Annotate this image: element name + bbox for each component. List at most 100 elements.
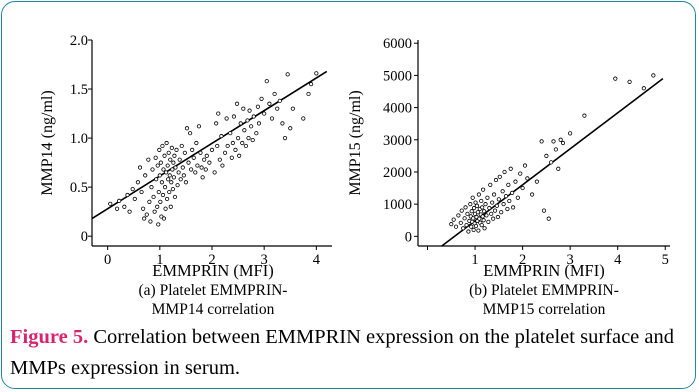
data-point — [195, 163, 200, 168]
data-point — [165, 163, 170, 168]
data-point — [177, 157, 182, 162]
data-point — [568, 131, 573, 136]
data-point — [461, 226, 466, 231]
data-point — [228, 131, 233, 136]
data-point — [219, 134, 224, 139]
data-point — [464, 222, 469, 228]
data-point — [486, 219, 491, 224]
data-point — [255, 104, 261, 109]
data-point — [285, 72, 290, 77]
data-point — [505, 206, 510, 212]
data-point — [214, 121, 219, 126]
data-point — [481, 218, 486, 223]
data-point — [222, 150, 228, 155]
data-point — [207, 160, 212, 165]
data-point — [544, 153, 549, 158]
data-point — [137, 165, 143, 170]
data-point — [479, 198, 484, 204]
data-point — [513, 179, 518, 184]
data-point — [469, 224, 474, 229]
y-tick-label: 3000 — [383, 133, 412, 149]
data-point — [582, 113, 587, 118]
data-point — [254, 131, 259, 136]
data-point — [641, 86, 646, 91]
data-point — [156, 189, 161, 195]
data-point — [172, 153, 177, 158]
data-point — [186, 160, 191, 165]
data-point — [496, 197, 501, 202]
data-point — [233, 147, 238, 152]
data-point — [518, 171, 523, 176]
data-point — [471, 227, 476, 233]
data-point — [224, 116, 229, 121]
data-point — [489, 211, 494, 216]
data-point — [176, 170, 181, 175]
data-point — [149, 185, 154, 190]
x-tick-label: 2 — [208, 252, 215, 268]
data-point — [247, 108, 252, 113]
data-point — [203, 167, 208, 172]
data-point — [476, 228, 481, 233]
y-tick-label: 0 — [81, 229, 88, 245]
chart-b-mmp15: 0 1000 2000 3000 4000 5000 6000 1 2 3 4 5 MMP15 (ng/… — [347, 36, 670, 318]
figure-caption-text: Correlation between EMMPRIN expression o… — [10, 326, 674, 379]
data-point — [216, 111, 221, 116]
data-point — [541, 208, 547, 213]
data-point — [508, 166, 513, 171]
data-point — [125, 192, 130, 198]
data-point — [161, 216, 167, 221]
data-point — [155, 163, 160, 168]
data-point — [456, 213, 461, 218]
data-point — [132, 196, 137, 202]
data-point — [482, 226, 487, 231]
data-point — [158, 199, 163, 204]
data-point — [166, 150, 171, 155]
x-tick-label: 5 — [662, 252, 669, 268]
data-point — [229, 155, 234, 160]
data-point — [245, 118, 250, 123]
data-point — [200, 175, 205, 180]
data-point — [234, 101, 240, 106]
data-point — [148, 219, 153, 224]
data-point — [187, 131, 193, 136]
data-point — [499, 210, 504, 215]
data-point — [469, 209, 474, 214]
data-point — [250, 137, 255, 143]
data-point — [165, 196, 170, 202]
x-tick-label: 4 — [614, 252, 622, 268]
data-point — [558, 137, 563, 142]
data-point — [282, 135, 288, 141]
data-point — [127, 209, 132, 214]
x-tick-label: 4 — [313, 252, 321, 268]
data-point — [153, 155, 158, 160]
data-point — [168, 157, 173, 162]
data-point — [183, 180, 189, 185]
data-point — [230, 140, 235, 146]
y-tick-label: 1.0 — [70, 131, 88, 147]
data-point — [196, 124, 202, 129]
data-point — [169, 180, 174, 185]
data-point — [122, 204, 127, 209]
subfigure-caption-line1: (b) Platelet EMMPRIN- — [469, 282, 619, 299]
y-tick-label: 4000 — [383, 101, 412, 117]
data-point — [212, 170, 217, 175]
data-point — [301, 116, 306, 121]
y-axis-label: MMP15 (ng/ml) — [347, 90, 364, 195]
data-point — [503, 194, 509, 199]
data-point — [170, 167, 175, 172]
data-point — [501, 202, 506, 207]
data-point — [453, 224, 459, 229]
data-point — [502, 169, 507, 175]
y-tick-label: 5000 — [383, 68, 412, 84]
data-point — [468, 202, 473, 207]
data-point — [179, 143, 184, 149]
data-point — [162, 153, 167, 158]
data-point — [161, 167, 166, 172]
data-point — [534, 179, 539, 184]
subfigure-caption-line2: MMP15 correlation — [483, 301, 606, 318]
data-point — [157, 173, 162, 178]
data-point — [225, 143, 230, 149]
data-point — [150, 167, 155, 172]
data-point — [157, 147, 162, 152]
